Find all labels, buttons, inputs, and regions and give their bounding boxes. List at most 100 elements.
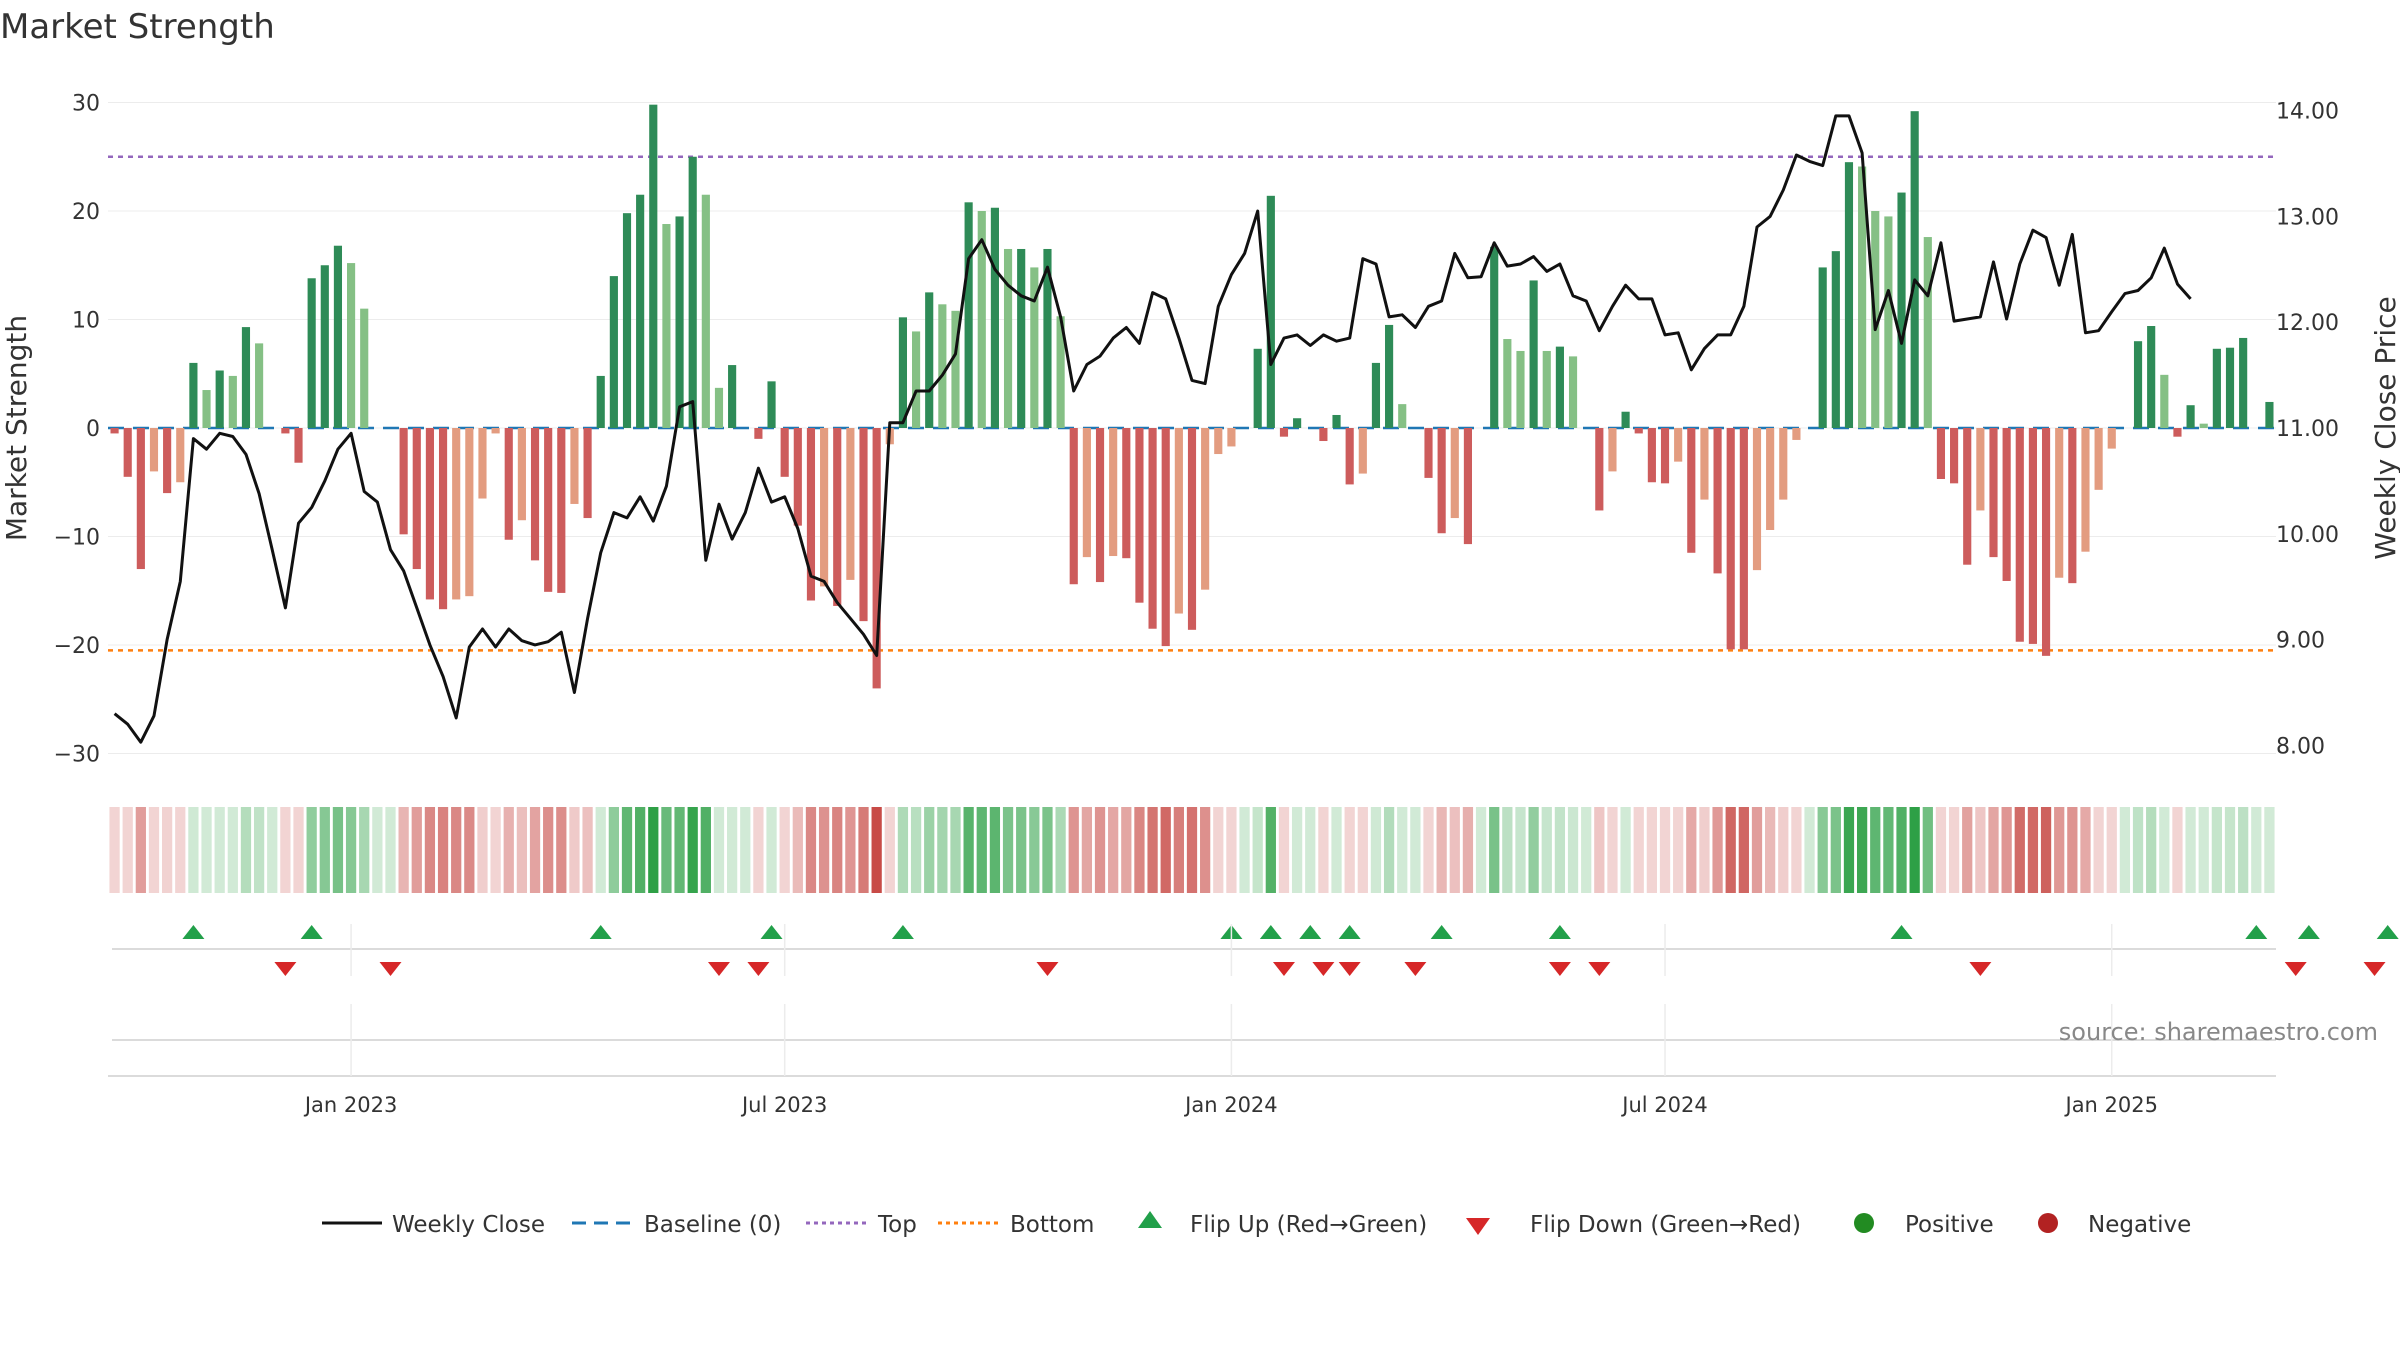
- strength-bar: [951, 310, 960, 428]
- heat-cell: [595, 807, 606, 893]
- heat-cell: [845, 807, 856, 893]
- heat-cell: [214, 807, 225, 893]
- strength-bar: [1490, 246, 1499, 428]
- x-axis: Jan 2023 Jul 2023 Jan 2024 Jul 2024 Jan 2025…: [108, 924, 2276, 1117]
- heat-cell: [1213, 807, 1224, 893]
- heat-cell: [963, 807, 974, 893]
- left-tick-label: −30: [54, 743, 100, 768]
- strength-bar: [2055, 428, 2064, 578]
- strength-bar: [1542, 350, 1551, 428]
- heat-cell: [1620, 807, 1631, 893]
- strength-bar: [347, 263, 356, 428]
- strength-bar: [636, 194, 645, 428]
- heat-cell: [1830, 807, 1841, 893]
- strength-bar: [806, 428, 816, 601]
- strength-bar: [136, 428, 145, 570]
- strength-bar: [596, 375, 605, 428]
- heat-cell: [884, 807, 895, 893]
- flip-up-marker: [760, 925, 783, 939]
- x-tick-label: Jul 2024: [1620, 1093, 1707, 1117]
- heat-cell: [2040, 807, 2052, 893]
- strength-bar: [491, 428, 500, 434]
- strength-bar: [215, 370, 224, 428]
- heat-cell: [1186, 807, 1198, 893]
- heat-cell: [713, 807, 725, 893]
- strength-bar: [780, 428, 789, 477]
- heat-cell: [1870, 807, 1881, 893]
- heat-cell: [1357, 807, 1368, 893]
- heat-cell: [2093, 807, 2104, 893]
- strength-bar: [833, 428, 842, 606]
- heat-cell: [201, 807, 212, 893]
- strength-bar: [898, 317, 908, 428]
- heat-cell: [293, 807, 304, 893]
- heat-cell: [1436, 807, 1447, 893]
- strength-bar: [1884, 216, 1893, 428]
- flip-up-marker: [2245, 925, 2268, 939]
- heat-cell: [1410, 807, 1421, 893]
- heat-cell: [1462, 807, 1474, 893]
- strength-bar: [859, 428, 868, 622]
- flip-down-marker: [1036, 962, 1059, 976]
- heat-cell: [175, 807, 186, 893]
- heat-cell: [700, 807, 711, 893]
- strength-bar: [544, 428, 553, 592]
- flip-up-marker: [2297, 925, 2320, 939]
- strength-bar: [1752, 428, 1762, 571]
- strength-bar: [281, 428, 290, 434]
- strength-bar: [1844, 162, 1854, 429]
- heat-cell: [1725, 807, 1736, 893]
- strength-bar: [320, 265, 329, 428]
- strength-bar: [425, 428, 434, 600]
- heat-cell: [543, 807, 554, 893]
- strength-bar: [793, 428, 802, 526]
- strength-bars: [110, 104, 2274, 689]
- strength-bar: [2265, 401, 2274, 428]
- strength-bar: [1227, 428, 1236, 447]
- legend-flip-down-icon: [1466, 1218, 1490, 1235]
- strength-bar: [2225, 347, 2235, 428]
- strength-bar: [2081, 428, 2090, 552]
- heat-cell: [1856, 807, 1868, 893]
- strength-bar: [1739, 428, 1748, 650]
- strength-bar: [977, 211, 986, 428]
- strength-bar: [189, 362, 198, 428]
- strength-bar: [1647, 428, 1656, 483]
- strength-bar: [1161, 428, 1170, 647]
- heat-cell: [818, 807, 830, 893]
- left-axis-ticks: 30 20 10 0 −10 −20 −30: [54, 92, 100, 768]
- heat-cell: [332, 807, 344, 893]
- strength-bar: [622, 213, 632, 428]
- strength-bar: [517, 428, 526, 521]
- heat-cell: [1699, 807, 1710, 893]
- heat-cell: [490, 807, 501, 893]
- strength-bar: [1463, 428, 1473, 545]
- strength-bar: [728, 365, 737, 428]
- heat-cell: [1975, 807, 1986, 893]
- strength-bar: [911, 331, 921, 428]
- strength-bar: [1398, 404, 1407, 428]
- strength-bar: [820, 428, 829, 587]
- heat-cell: [1843, 807, 1855, 893]
- heat-cell: [2172, 807, 2183, 893]
- heat-cell: [345, 807, 357, 893]
- strength-bar: [2107, 428, 2116, 449]
- flip-down-marker: [1338, 962, 1361, 976]
- heat-cell: [162, 807, 173, 893]
- strength-bar: [1109, 428, 1118, 557]
- flip-up-marker: [891, 925, 914, 939]
- heat-cell: [1042, 807, 1053, 893]
- heat-cell: [2027, 807, 2039, 893]
- strength-bar: [1818, 267, 1827, 428]
- flip-down-marker: [1404, 962, 1427, 976]
- heat-cell: [661, 807, 672, 893]
- heat-cell: [726, 807, 738, 893]
- flip-up-marker: [1299, 925, 1322, 939]
- strength-bar: [2173, 428, 2182, 437]
- left-tick-label: 0: [86, 417, 100, 442]
- heat-cell: [280, 807, 291, 893]
- strength-bar: [1201, 428, 1210, 590]
- strength-bar: [2160, 374, 2169, 428]
- heat-cell: [1173, 807, 1184, 893]
- strength-bar: [1660, 428, 1670, 484]
